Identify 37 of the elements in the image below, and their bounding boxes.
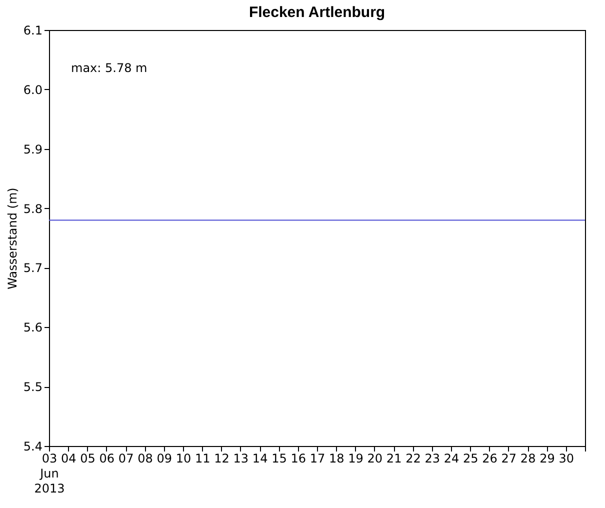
y-tick-label: 5.6 bbox=[23, 320, 42, 335]
x-tick-label: 27 bbox=[501, 452, 517, 466]
x-tick-label: 08 bbox=[138, 452, 153, 466]
x-tick-label: 11 bbox=[195, 452, 210, 466]
x-tick-label: 29 bbox=[540, 452, 555, 466]
x-tick-label: 07 bbox=[118, 452, 134, 466]
x-tick-label: 30 bbox=[558, 452, 574, 466]
y-tick-label: 5.8 bbox=[23, 202, 42, 216]
y-tick-label: 5.7 bbox=[23, 261, 42, 276]
x-tick-label: 19 bbox=[348, 452, 364, 466]
x-tick-label: 25 bbox=[463, 452, 478, 466]
x-tick-label: 18 bbox=[329, 452, 344, 466]
annotation: max: 5.78 m bbox=[71, 61, 148, 75]
y-tick-label: 6.0 bbox=[23, 82, 42, 97]
y-tick-label: 6.1 bbox=[23, 24, 42, 38]
x-tick-label: 26 bbox=[482, 452, 498, 466]
x-tick-label: 10 bbox=[176, 452, 192, 466]
x-tick-label: 17 bbox=[310, 452, 326, 466]
x-tick-label: 23 bbox=[424, 452, 440, 466]
x-tick-label: 05 bbox=[80, 452, 96, 466]
x-tick-label: 16 bbox=[290, 452, 306, 466]
x-tick-label: 28 bbox=[520, 452, 536, 466]
x-tick-label: 24 bbox=[444, 452, 460, 466]
chart-title: Flecken Artlenburg bbox=[248, 4, 386, 21]
x-tick-label: 14 bbox=[252, 452, 268, 466]
x-tick-label: 09 bbox=[156, 452, 172, 466]
y-axis-title: Wasserstand (m) bbox=[5, 188, 20, 290]
x-tick-label: 06 bbox=[99, 452, 115, 466]
x-tick-label: 13 bbox=[233, 452, 249, 466]
y-tick-label: 5.5 bbox=[23, 380, 42, 394]
x-tick-label: 22 bbox=[406, 452, 421, 466]
y-tick-label: 5.4 bbox=[23, 440, 42, 454]
x-tick-label: 20 bbox=[367, 452, 383, 466]
y-tick-label: 5.9 bbox=[23, 142, 42, 156]
x-tick-label: 21 bbox=[386, 452, 402, 466]
x-tick-label: 15 bbox=[272, 452, 287, 466]
x-tick-label: 12 bbox=[214, 452, 230, 466]
